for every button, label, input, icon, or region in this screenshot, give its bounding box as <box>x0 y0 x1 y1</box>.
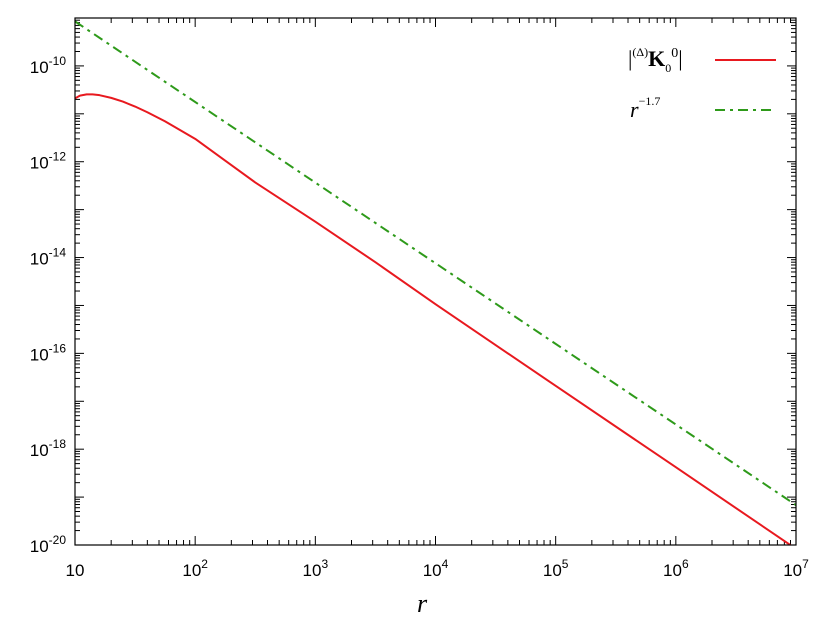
legend-entry-2-label: r−1.7 <box>630 94 660 122</box>
series-layer <box>75 20 796 545</box>
x-tick-label: 10 <box>66 561 85 580</box>
ticks-layer <box>74 18 796 546</box>
y-tick-label: 10-12 <box>30 150 67 173</box>
x-tick-label: 107 <box>783 557 809 580</box>
series-line-2 <box>75 20 796 506</box>
x-tick-label: 106 <box>663 557 689 580</box>
y-tick-label: 10-14 <box>30 246 67 269</box>
y-tick-labels: 10-20 10-18 10-16 10-14 10-12 10-10 <box>30 54 67 556</box>
plot-frame <box>74 17 797 546</box>
x-tick-label: 102 <box>182 557 208 580</box>
y-tick-label: 10-18 <box>30 437 67 460</box>
y-tick-label: 10-20 <box>30 533 67 556</box>
legend-entry-1-label: |(Δ)K00| <box>628 45 683 75</box>
x-axis-title: r <box>417 589 428 618</box>
x-tick-label: 103 <box>303 557 329 580</box>
x-tick-labels: 10 102 103 104 105 106 107 <box>66 557 810 580</box>
legend: |(Δ)K00| r−1.7 <box>628 45 776 122</box>
x-tick-label: 104 <box>423 557 449 580</box>
series-line-1 <box>75 93 793 545</box>
y-tick-label: 10-16 <box>30 341 67 364</box>
y-tick-label: 10-10 <box>30 54 67 77</box>
x-tick-label: 105 <box>543 557 569 580</box>
